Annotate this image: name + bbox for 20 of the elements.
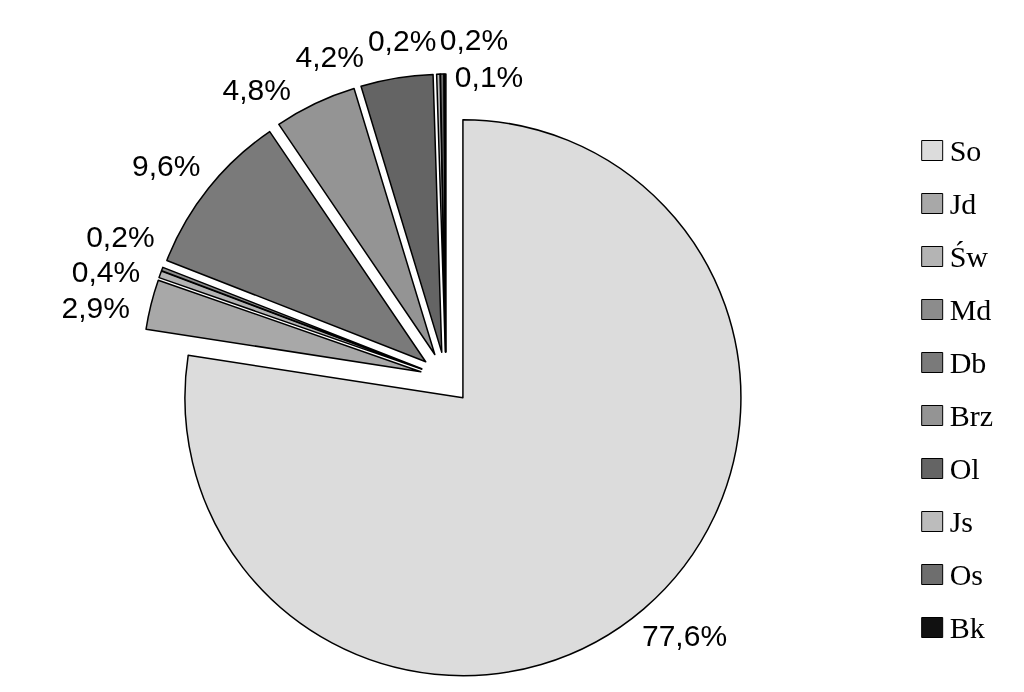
data-label: 77,6%	[641, 619, 728, 653]
legend-label: Jd	[949, 187, 977, 220]
data-label: 0,2%	[86, 219, 155, 253]
legend-label: Ol	[949, 452, 980, 485]
data-label: 4,2%	[295, 40, 364, 74]
data-label: 9,6%	[131, 149, 201, 183]
data-label: 4,8%	[222, 73, 291, 107]
data-label: 0,1%	[454, 59, 524, 93]
data-label: 0,2%	[367, 24, 437, 58]
legend-label: Js	[949, 505, 974, 538]
data-label: 2,9%	[61, 290, 130, 324]
legend-label: Św	[949, 240, 989, 273]
legend-label: Md	[949, 293, 992, 326]
data-label: 0,4%	[71, 254, 141, 288]
data-label: 0,2%	[439, 22, 509, 56]
legend-label: Brz	[949, 399, 994, 432]
legend-label: Bk	[949, 611, 985, 644]
legend-label: Os	[949, 558, 984, 591]
legend-label: So	[949, 134, 982, 167]
legend-label: Db	[949, 346, 987, 379]
